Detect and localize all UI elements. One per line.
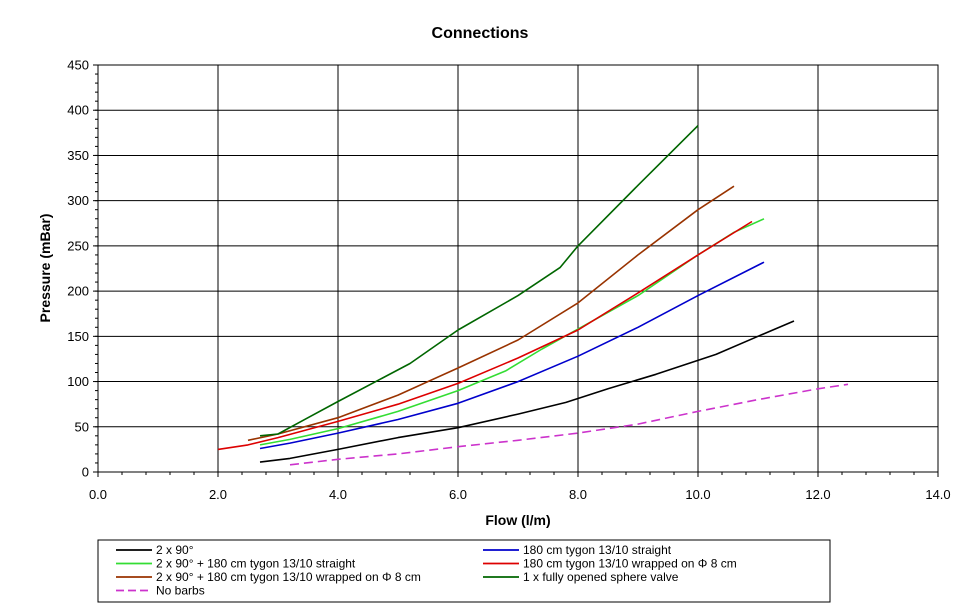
series-line-7 bbox=[289, 383, 849, 466]
gridlines bbox=[98, 65, 938, 472]
y-tick-label: 100 bbox=[67, 374, 89, 389]
y-axis-label: Pressure (mBar) bbox=[37, 214, 53, 323]
legend-label-7: No barbs bbox=[156, 584, 205, 598]
series-line-4 bbox=[217, 220, 753, 451]
legend-label-5: 2 x 90° + 180 cm tygon 13/10 wrapped on … bbox=[156, 570, 421, 584]
legend-box bbox=[97, 539, 831, 603]
legend-label-4: 180 cm tygon 13/10 wrapped on Φ 8 cm bbox=[523, 557, 737, 571]
series-line-6 bbox=[259, 125, 699, 437]
y-tick-label: 300 bbox=[67, 193, 89, 208]
x-tick-label: 14.0 bbox=[925, 487, 950, 502]
x-tick-label: 10.0 bbox=[685, 487, 710, 502]
y-tick-label: 400 bbox=[67, 103, 89, 118]
legend-label-6: 1 x fully opened sphere valve bbox=[523, 570, 679, 584]
series-lines bbox=[217, 125, 849, 466]
x-tick-label: 0.0 bbox=[89, 487, 107, 502]
series-line-1 bbox=[259, 320, 795, 463]
y-tick-label: 50 bbox=[75, 419, 89, 434]
x-tick-label: 4.0 bbox=[329, 487, 347, 502]
series-line-5 bbox=[247, 185, 735, 442]
legend: 2 x 90°2 x 90° + 180 cm tygon 13/10 stra… bbox=[97, 539, 831, 603]
x-tick-label: 2.0 bbox=[209, 487, 227, 502]
y-tick-label: 0 bbox=[82, 465, 89, 480]
legend-label-3: 2 x 90° + 180 cm tygon 13/10 straight bbox=[156, 557, 356, 571]
series-line-2 bbox=[259, 261, 765, 450]
y-tick-label: 250 bbox=[67, 238, 89, 253]
plot-area bbox=[97, 64, 939, 473]
y-tick-label: 350 bbox=[67, 148, 89, 163]
legend-label-2: 180 cm tygon 13/10 straight bbox=[523, 543, 672, 557]
chart-title: Connections bbox=[432, 25, 529, 42]
y-tick-label: 150 bbox=[67, 329, 89, 344]
x-tick-label: 8.0 bbox=[569, 487, 587, 502]
y-tick-label: 450 bbox=[67, 58, 89, 73]
x-axis-label: Flow (l/m) bbox=[485, 512, 550, 528]
x-tick-label: 12.0 bbox=[805, 487, 830, 502]
legend-label-1: 2 x 90° bbox=[156, 543, 194, 557]
axis-ticks: 0.0 2.0 4.0 6.0 8.0 10.0 12.0 14.0 0 50 100 150 200 2… bbox=[67, 58, 950, 503]
x-tick-label: 6.0 bbox=[449, 487, 467, 502]
y-tick-label: 200 bbox=[67, 284, 89, 299]
